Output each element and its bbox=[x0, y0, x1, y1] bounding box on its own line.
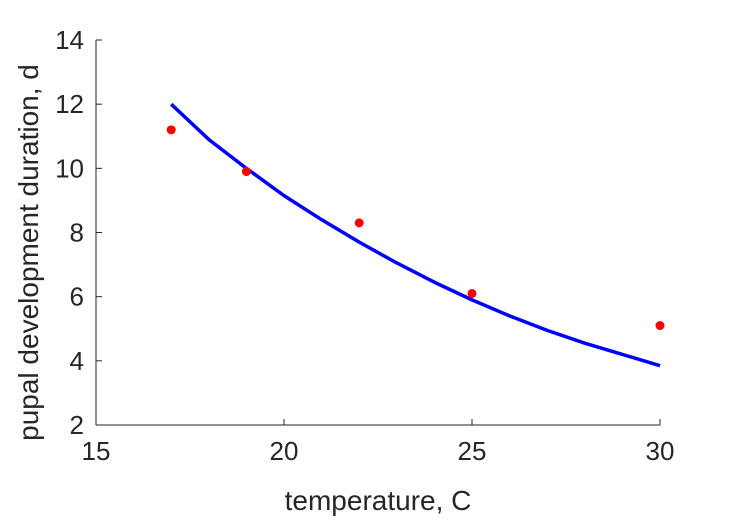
x-ticks: 15 20 25 30 bbox=[82, 419, 675, 466]
fit-curve bbox=[170, 102, 661, 368]
x-tick-label: 15 bbox=[82, 436, 111, 466]
y-tick-label: 12 bbox=[55, 89, 84, 119]
y-tick-label: 14 bbox=[55, 25, 84, 55]
y-tick-label: 2 bbox=[70, 410, 84, 440]
x-axis-label: temperature, C bbox=[285, 485, 472, 516]
y-tick-label: 6 bbox=[70, 282, 84, 312]
y-tick-label: 4 bbox=[70, 346, 84, 376]
data-point bbox=[354, 218, 364, 228]
data-point bbox=[467, 288, 477, 298]
series-layer bbox=[166, 102, 665, 368]
data-point bbox=[655, 321, 665, 331]
x-tick-label: 25 bbox=[458, 436, 487, 466]
x-tick-label: 20 bbox=[270, 436, 299, 466]
y-tick-label: 10 bbox=[55, 153, 84, 183]
y-axis-label: pupal development duration, d bbox=[13, 64, 44, 441]
y-tick-label: 8 bbox=[70, 218, 84, 248]
x-tick-label: 30 bbox=[646, 436, 675, 466]
data-point bbox=[241, 167, 251, 177]
data-point bbox=[166, 125, 176, 135]
y-ticks: 2 4 6 8 10 12 14 bbox=[55, 25, 102, 440]
